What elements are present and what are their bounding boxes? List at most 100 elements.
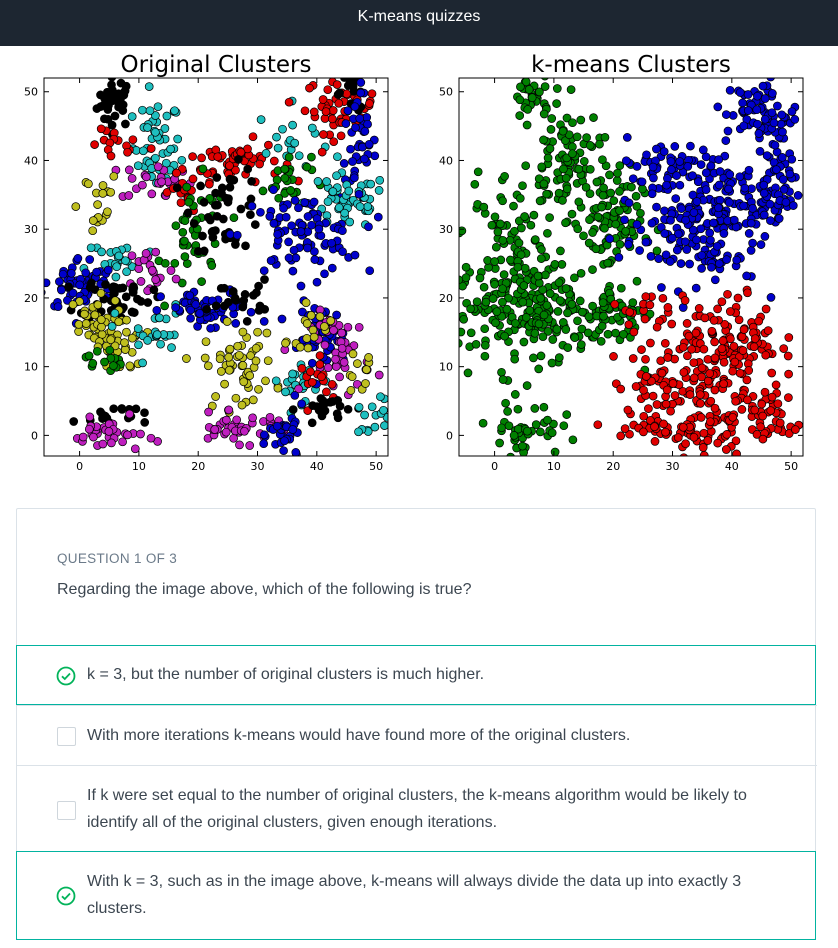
answer-option-2[interactable]: With more iterations k-means would have … (17, 705, 817, 765)
data-point (535, 87, 544, 97)
data-point (563, 343, 573, 352)
top-bar: K-means quizzes (0, 0, 838, 46)
data-point (719, 379, 728, 389)
data-point (318, 95, 328, 104)
data-point (611, 328, 620, 338)
y-tick-label: 10 (24, 361, 38, 374)
data-point (294, 203, 303, 213)
data-point (138, 180, 147, 190)
data-point (305, 83, 314, 93)
data-point (131, 404, 141, 414)
data-point (636, 208, 645, 218)
data-point (117, 405, 127, 414)
data-point (784, 429, 794, 438)
answer-option-1[interactable]: k = 3, but the number of original cluste… (16, 645, 816, 705)
data-point (673, 433, 683, 442)
data-point (498, 284, 507, 294)
data-point (660, 206, 669, 216)
data-point (307, 418, 317, 428)
data-point (755, 147, 765, 156)
data-point (374, 186, 384, 195)
data-point (251, 343, 261, 353)
data-point (720, 319, 730, 329)
data-point (595, 139, 604, 149)
data-point (719, 229, 729, 238)
data-point (758, 434, 768, 444)
answer-option-3[interactable]: If k were set equal to the number of ori… (17, 765, 817, 851)
data-point (320, 322, 329, 331)
data-point (743, 90, 753, 99)
data-point (475, 273, 485, 283)
data-point (133, 324, 143, 333)
data-point (547, 358, 557, 368)
data-point (559, 164, 568, 174)
data-point (756, 422, 765, 432)
data-point (129, 282, 138, 291)
data-point (743, 395, 752, 405)
data-point (742, 375, 752, 385)
data-point (596, 336, 606, 346)
data-point (263, 356, 273, 366)
data-point (547, 114, 557, 123)
data-point (178, 227, 188, 237)
data-point (730, 357, 740, 367)
data-point (302, 334, 312, 343)
data-point (116, 78, 126, 88)
data-point (530, 235, 540, 244)
data-point (776, 119, 786, 129)
data-point (248, 132, 258, 142)
scatter-panel-1: 0 10 20 30 40 50 0 10 20 30 40 50 Original Clusters (24, 52, 389, 473)
data-point (155, 313, 164, 323)
data-point (259, 430, 269, 440)
data-point (620, 424, 630, 433)
data-point (336, 131, 346, 141)
data-point (300, 106, 310, 116)
data-point (332, 80, 342, 89)
y-tick-label: 0 (31, 429, 38, 442)
data-point (513, 262, 523, 272)
data-point (679, 367, 689, 377)
data-point (459, 275, 464, 285)
data-point (459, 314, 469, 324)
data-point (632, 220, 642, 229)
data-point (763, 326, 773, 335)
data-point (354, 189, 364, 199)
data-point (625, 307, 635, 317)
checkbox-icon[interactable] (57, 727, 76, 746)
checkbox-icon[interactable] (57, 801, 76, 820)
data-point (637, 345, 646, 354)
data-point (739, 121, 749, 131)
data-point (632, 201, 642, 211)
data-point (530, 404, 540, 413)
data-point (511, 318, 520, 328)
data-point (804, 256, 812, 264)
data-point (249, 290, 258, 300)
data-point (520, 212, 529, 221)
data-point (127, 251, 137, 261)
data-point (254, 384, 263, 394)
data-point (510, 354, 520, 364)
data-point (288, 425, 298, 434)
data-point (197, 277, 206, 286)
data-point (592, 177, 602, 187)
data-point (509, 201, 518, 211)
data-point (92, 267, 101, 277)
data-point (539, 109, 549, 119)
data-point (679, 453, 688, 456)
data-point (75, 280, 85, 290)
data-point (121, 119, 130, 129)
data-point (102, 87, 112, 97)
answer-option-4[interactable]: With k = 3, such as in the image above, … (16, 851, 816, 940)
data-point (765, 199, 775, 209)
data-point (584, 238, 594, 248)
data-point (628, 354, 638, 363)
data-point (632, 162, 642, 171)
data-point (210, 200, 220, 210)
answer-option-text: If k were set equal to the number of ori… (87, 787, 747, 831)
data-point (635, 246, 644, 255)
data-point (504, 421, 514, 431)
data-point (784, 393, 793, 402)
data-point (289, 245, 299, 255)
data-point (272, 132, 281, 142)
data-point (599, 311, 608, 321)
